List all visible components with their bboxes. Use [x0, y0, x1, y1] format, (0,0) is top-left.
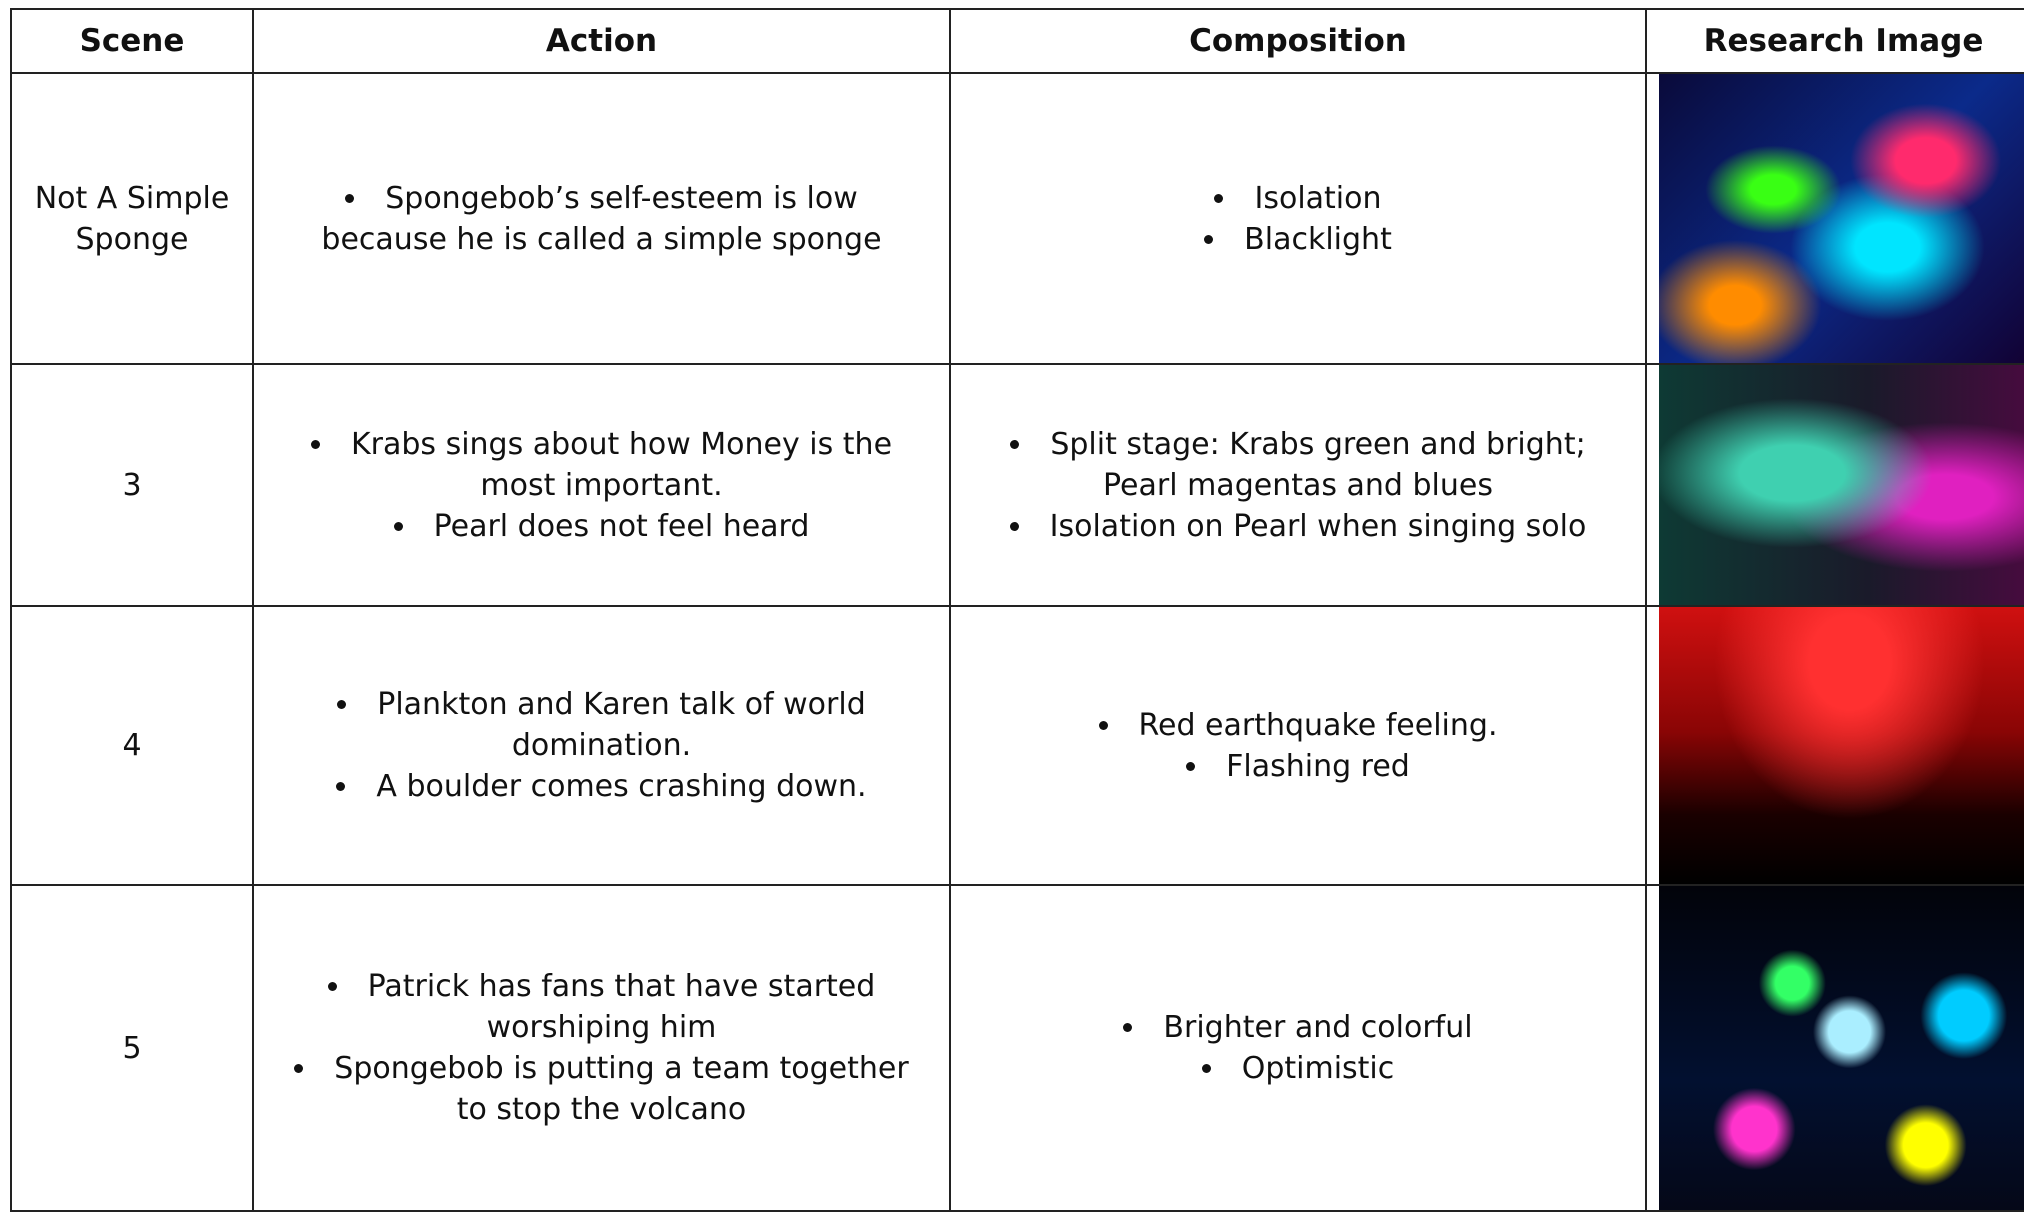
composition-item: Flashing red: [975, 746, 1621, 787]
action-list: Plankton and Karen talk of world dominat…: [254, 684, 949, 807]
scene-cell: 5: [10, 884, 254, 1212]
table-row: 4 Plankton and Karen talk of world domina…: [10, 605, 2024, 886]
composition-item: Optimistic: [975, 1048, 1621, 1089]
image-cell: [1645, 363, 2024, 607]
image-cell: [1645, 884, 2024, 1212]
composition-item: Isolation on Pearl when singing solo: [975, 506, 1621, 547]
composition-item: Blacklight: [975, 219, 1621, 260]
composition-cell: Brighter and colorfulOptimistic: [949, 884, 1647, 1212]
composition-list: Split stage: Krabs green and bright; Pea…: [951, 424, 1645, 547]
header-cell: Scene: [10, 8, 254, 74]
composition-cell: Split stage: Krabs green and bright; Pea…: [949, 363, 1647, 607]
action-cell: Krabs sings about how Money is the most …: [252, 363, 951, 607]
composition-item: Split stage: Krabs green and bright; Pea…: [975, 424, 1621, 506]
composition-cell: Red earthquake feeling.Flashing red: [949, 605, 1647, 886]
header-cell: Composition: [949, 8, 1647, 74]
composition-item: Red earthquake feeling.: [975, 705, 1621, 746]
table-body: Not A Simple Sponge Spongebob’s self-este…: [10, 72, 2024, 1212]
composition-item: Brighter and colorful: [975, 1007, 1621, 1048]
research-image: [1659, 74, 2024, 363]
image-cell: [1645, 605, 2024, 886]
composition-list: IsolationBlacklight: [951, 178, 1645, 260]
action-item: Krabs sings about how Money is the most …: [278, 424, 925, 506]
action-cell: Plankton and Karen talk of world dominat…: [252, 605, 951, 886]
scene-cell: Not A Simple Sponge: [10, 72, 254, 365]
header-cell: Research Image: [1645, 8, 2024, 74]
image-cell: [1645, 72, 2024, 365]
scene-table: Scene Action Composition Research Image Not…: [10, 8, 2024, 1212]
header-row: Scene Action Composition Research Image: [10, 8, 2024, 74]
action-list: Krabs sings about how Money is the most …: [254, 424, 949, 547]
scene-cell: 4: [10, 605, 254, 886]
table-row: Not A Simple Sponge Spongebob’s self-este…: [10, 72, 2024, 365]
composition-list: Brighter and colorfulOptimistic: [951, 1007, 1645, 1089]
action-item: A boulder comes crashing down.: [278, 766, 925, 807]
action-item: Plankton and Karen talk of world dominat…: [278, 684, 925, 766]
scene-cell: 3: [10, 363, 254, 607]
research-image: [1659, 365, 2024, 605]
action-list: Spongebob’s self-esteem is low because h…: [254, 178, 949, 260]
composition-item: Isolation: [975, 178, 1621, 219]
action-cell: Spongebob’s self-esteem is low because h…: [252, 72, 951, 365]
action-item: Pearl does not feel heard: [278, 506, 925, 547]
research-image: [1659, 607, 2024, 884]
composition-list: Red earthquake feeling.Flashing red: [951, 705, 1645, 787]
action-item: Patrick has fans that have started worsh…: [278, 966, 925, 1048]
table-row: 5 Patrick has fans that have started wors…: [10, 884, 2024, 1212]
action-item: Spongebob’s self-esteem is low because h…: [278, 178, 925, 260]
action-list: Patrick has fans that have started worsh…: [254, 966, 949, 1130]
header-cell: Action: [252, 8, 951, 74]
composition-cell: IsolationBlacklight: [949, 72, 1647, 365]
table-row: 3 Krabs sings about how Money is the most…: [10, 363, 2024, 607]
action-item: Spongebob is putting a team together to …: [278, 1048, 925, 1130]
action-cell: Patrick has fans that have started worsh…: [252, 884, 951, 1212]
research-image: [1659, 886, 2024, 1210]
